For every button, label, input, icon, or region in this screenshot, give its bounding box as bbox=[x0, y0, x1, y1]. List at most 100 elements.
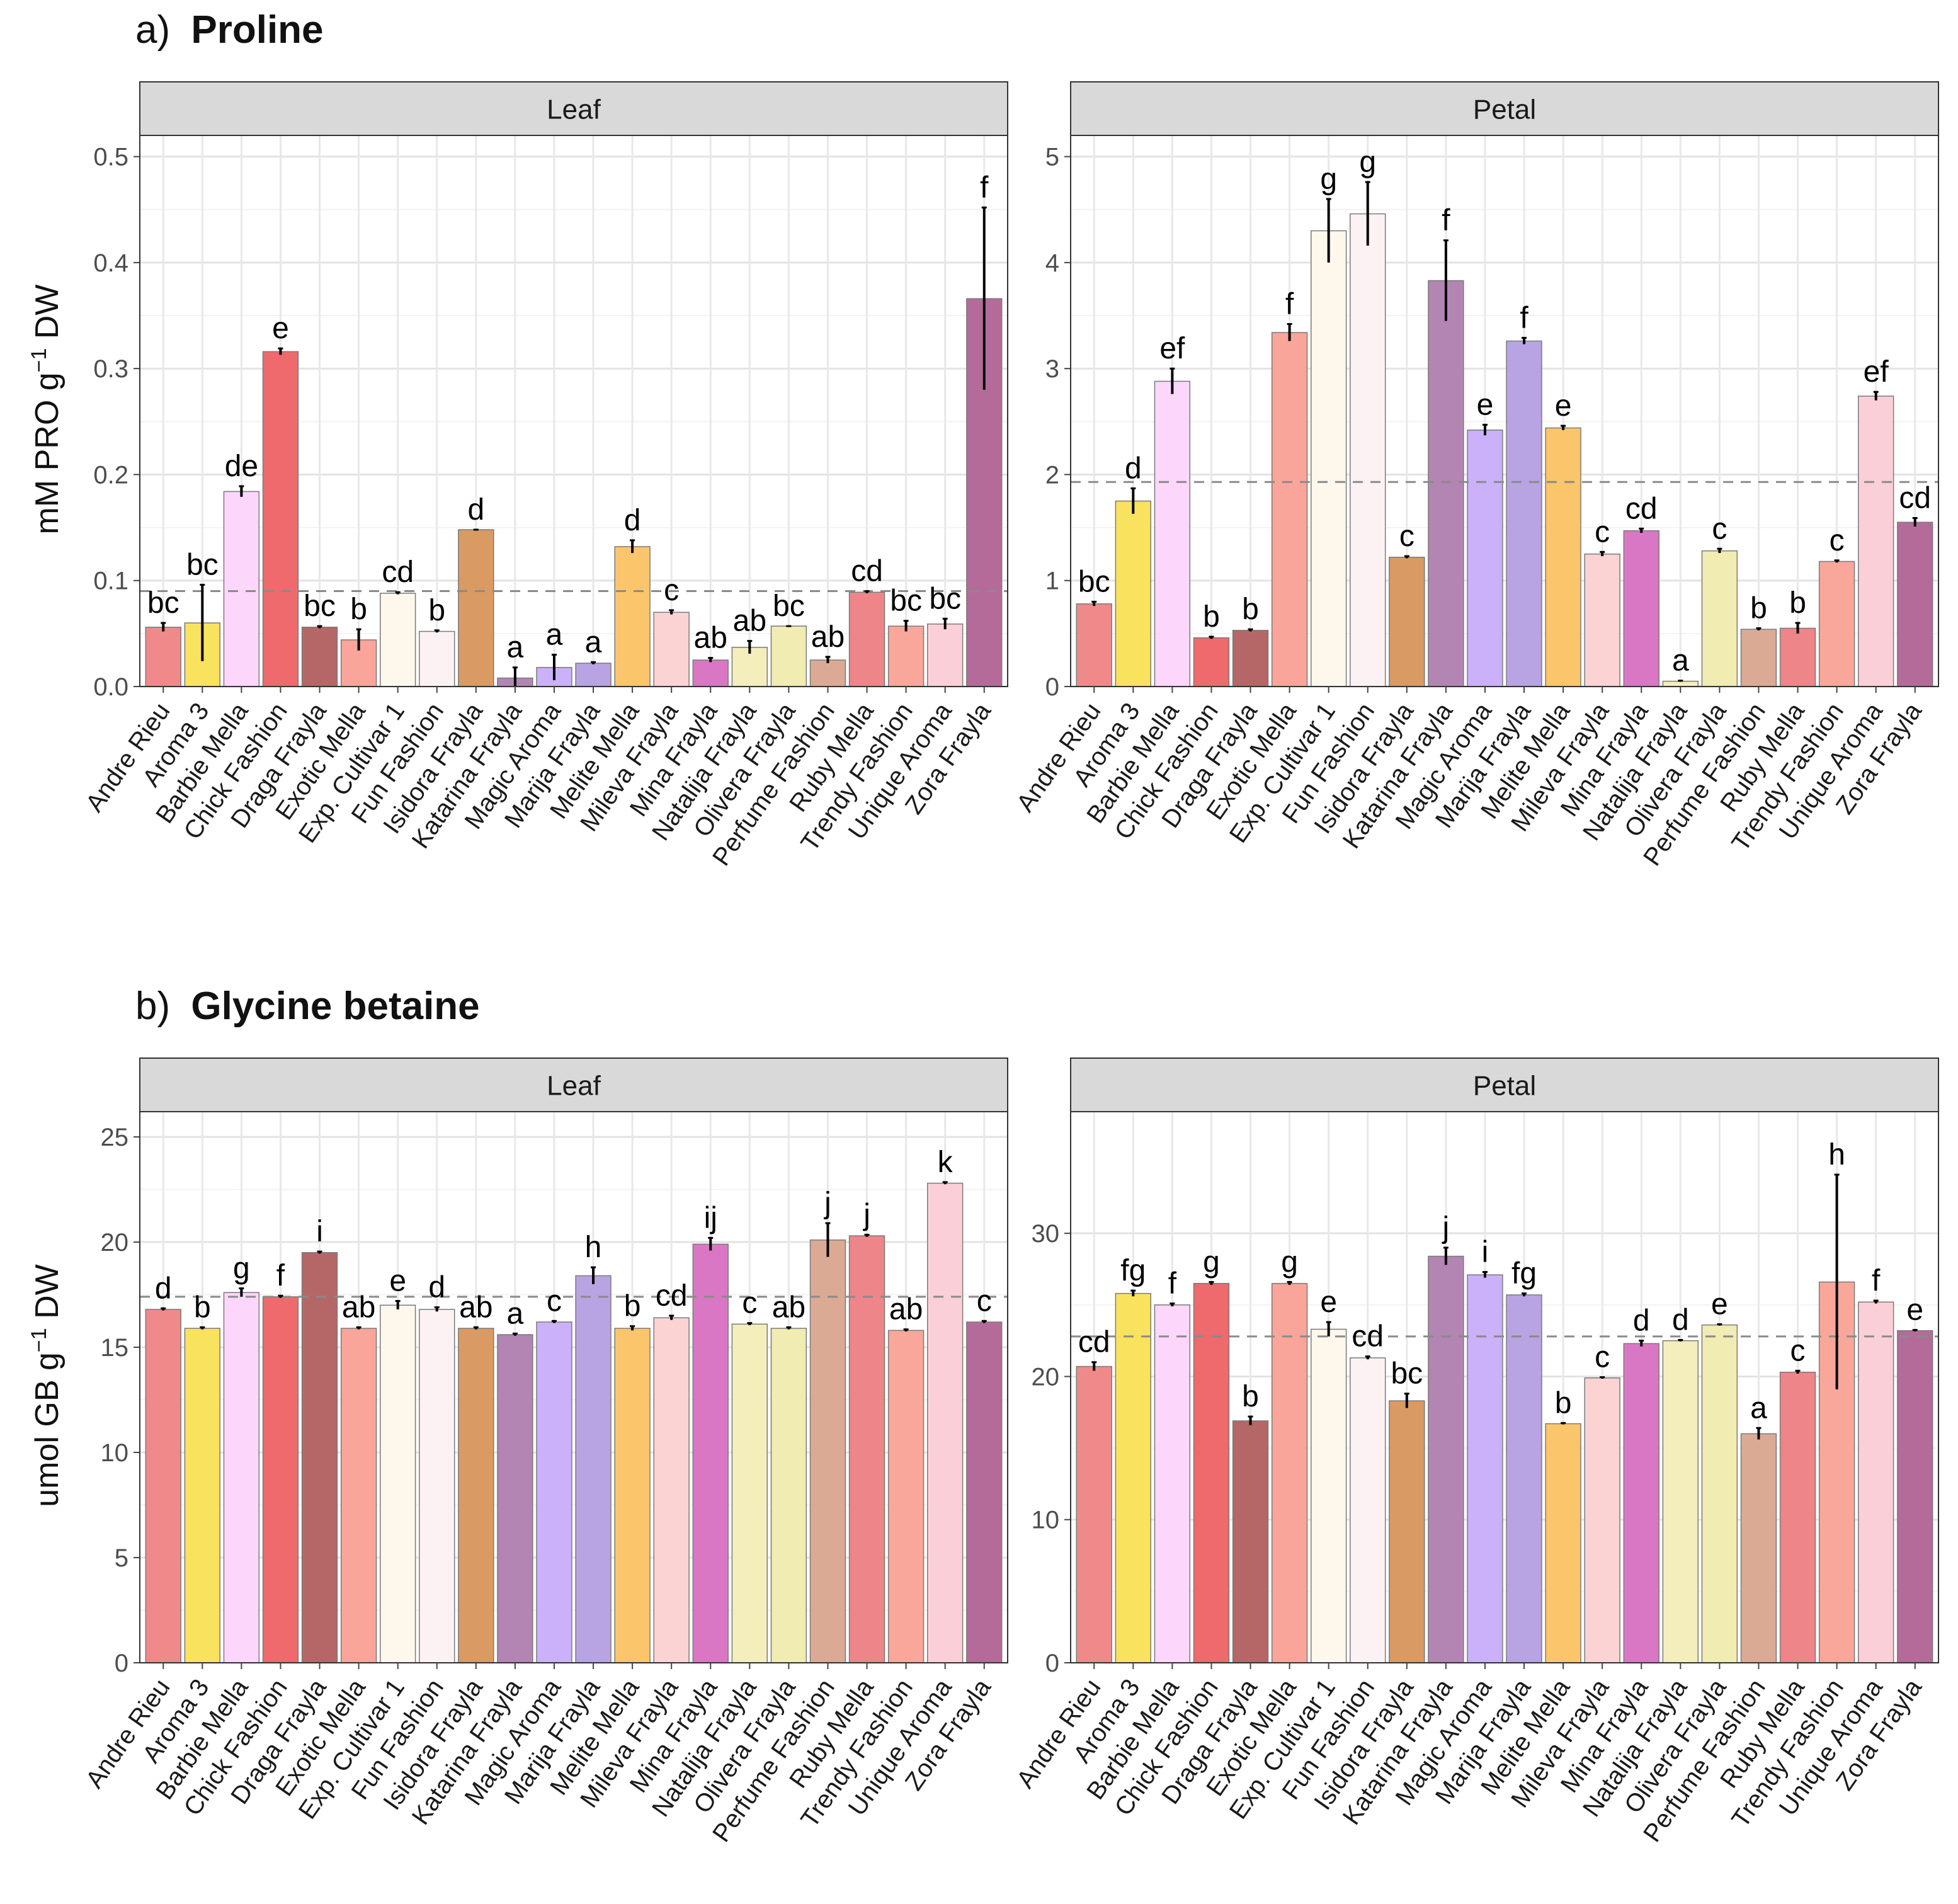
bar bbox=[1818, 561, 1855, 687]
significance-letter: h bbox=[1828, 1138, 1845, 1171]
significance-letter: d bbox=[1672, 1304, 1689, 1337]
panel-strip bbox=[139, 81, 1008, 136]
bar bbox=[1897, 1330, 1933, 1663]
y-tick-label: 25 bbox=[101, 1124, 129, 1151]
significance-letter: c bbox=[1595, 515, 1610, 549]
bar bbox=[1154, 1304, 1191, 1663]
bar bbox=[575, 663, 612, 687]
bar bbox=[458, 529, 494, 687]
bar bbox=[966, 1321, 1003, 1663]
bar bbox=[887, 625, 925, 687]
bar bbox=[1310, 230, 1347, 687]
significance-letter: cd bbox=[1625, 492, 1658, 525]
significance-letter: f bbox=[980, 171, 989, 204]
significance-letter: ab bbox=[342, 1291, 375, 1324]
bar bbox=[731, 1323, 768, 1663]
significance-letter: f bbox=[276, 1259, 285, 1292]
y-tick-label: 0.3 bbox=[93, 355, 128, 383]
y-tick-label: 0 bbox=[115, 1650, 128, 1677]
y-tick-label: 3 bbox=[1045, 355, 1059, 383]
panel-strip-label: Petal bbox=[1473, 1071, 1536, 1102]
significance-letter: ef bbox=[1864, 355, 1889, 389]
bar bbox=[379, 593, 416, 687]
bar bbox=[1779, 1371, 1816, 1663]
significance-letter: f bbox=[1872, 1264, 1881, 1297]
significance-letter: f bbox=[1285, 288, 1294, 321]
significance-letter: ab bbox=[459, 1291, 492, 1324]
bar bbox=[223, 1292, 260, 1663]
bar bbox=[1193, 1282, 1230, 1663]
y-tick-label: 20 bbox=[101, 1229, 129, 1257]
significance-letter: b bbox=[1555, 1386, 1572, 1420]
panel-border bbox=[139, 1111, 1008, 1663]
significance-letter: d bbox=[155, 1272, 172, 1305]
bar bbox=[1858, 396, 1894, 687]
bar bbox=[1350, 213, 1386, 687]
significance-letter: b bbox=[1750, 591, 1767, 625]
bar bbox=[536, 1321, 572, 1663]
y-tick-label: 10 bbox=[1032, 1507, 1060, 1534]
bar bbox=[1623, 530, 1659, 687]
significance-letter: b bbox=[1242, 1380, 1259, 1413]
panel-strip-label: Leaf bbox=[547, 1071, 601, 1102]
significance-letter: g bbox=[1359, 145, 1376, 179]
panel-strip bbox=[1070, 1057, 1939, 1112]
significance-letter: a bbox=[1672, 644, 1689, 678]
significance-letter: c bbox=[1830, 524, 1845, 557]
significance-letter: f bbox=[1168, 1267, 1177, 1301]
significance-letter: ab bbox=[733, 605, 766, 638]
significance-letter: bc bbox=[186, 548, 219, 581]
bar bbox=[1545, 1423, 1581, 1663]
bar bbox=[927, 1182, 964, 1663]
bar bbox=[223, 491, 260, 687]
bar bbox=[1584, 1377, 1620, 1663]
y-tick-label: 5 bbox=[115, 1544, 128, 1572]
bar bbox=[1740, 1433, 1777, 1663]
significance-letter: ab bbox=[694, 622, 727, 655]
significance-letter: cd bbox=[1352, 1320, 1384, 1354]
bar bbox=[575, 1275, 612, 1663]
section-name: Proline bbox=[191, 8, 323, 52]
significance-letter: c bbox=[547, 1284, 562, 1318]
bar bbox=[145, 1309, 181, 1663]
bar bbox=[1350, 1357, 1386, 1663]
significance-letter: b bbox=[1203, 600, 1220, 634]
significance-letter: b bbox=[350, 593, 367, 626]
panel-strip-label: Petal bbox=[1473, 94, 1536, 125]
bar bbox=[1701, 550, 1738, 687]
bar bbox=[1467, 430, 1503, 687]
bar bbox=[809, 659, 846, 687]
bar bbox=[1662, 680, 1699, 687]
significance-letter: d bbox=[428, 1271, 445, 1304]
significance-letter: d bbox=[1633, 1304, 1650, 1338]
significance-letter: i bbox=[1482, 1236, 1489, 1269]
significance-letter: j bbox=[823, 1187, 831, 1220]
bar bbox=[1076, 603, 1112, 687]
significance-letter: f bbox=[1520, 301, 1528, 334]
bar bbox=[1310, 1328, 1347, 1663]
significance-letter: j bbox=[862, 1198, 870, 1231]
significance-letter: a bbox=[1750, 1391, 1767, 1425]
significance-letter: bc bbox=[773, 590, 805, 623]
bar bbox=[458, 1328, 494, 1663]
significance-letter: b bbox=[624, 1290, 641, 1323]
significance-letter: bc bbox=[929, 582, 961, 615]
y-tick-label: 0 bbox=[1045, 673, 1059, 701]
y-tick-label: 2 bbox=[1045, 461, 1059, 489]
y-axis-label-glycine-betaine: umol GB g−1 DW bbox=[27, 1264, 65, 1507]
section-title-glycine-betaine: b) Glycine betaine bbox=[135, 984, 480, 1028]
significance-letter: e bbox=[272, 312, 289, 345]
significance-letter: e bbox=[1711, 1288, 1728, 1321]
significance-letter: ab bbox=[811, 620, 845, 654]
section-prefix: b) bbox=[135, 984, 170, 1028]
significance-letter: de bbox=[225, 450, 258, 483]
significance-letter: e bbox=[1906, 1294, 1923, 1327]
y-label-tail: DW bbox=[29, 285, 65, 348]
bar bbox=[184, 1328, 220, 1663]
y-tick-label: 20 bbox=[1032, 1363, 1060, 1391]
y-axis-label-proline: mM PRO g−1 DW bbox=[27, 285, 65, 535]
